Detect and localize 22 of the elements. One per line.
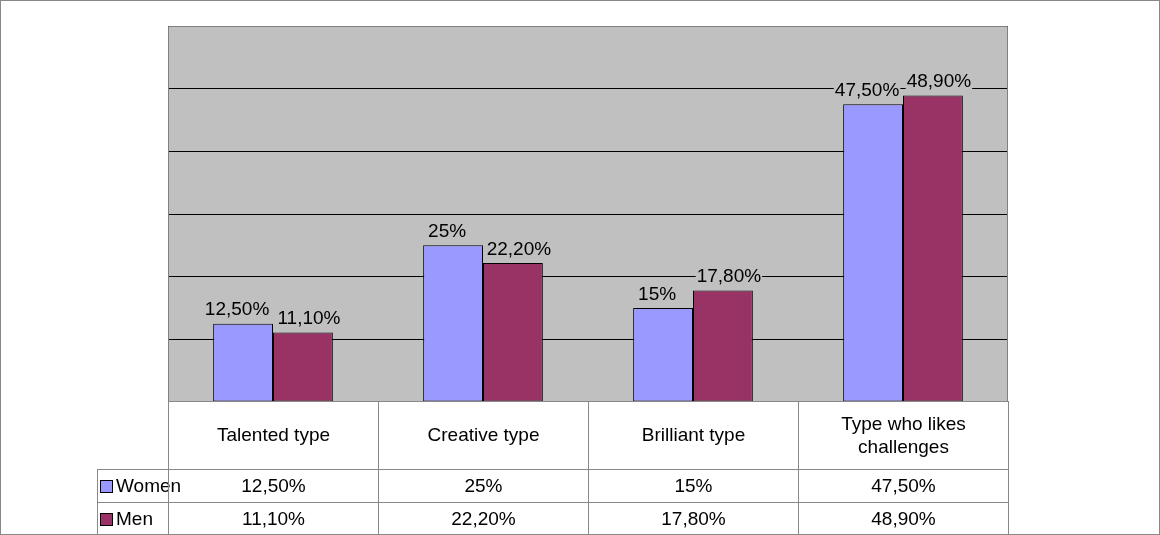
text: 47,50% [834, 79, 900, 101]
data-label: 48,90% [798, 502, 1009, 535]
x-tick-label: Talented type [168, 401, 379, 470]
data-label: 22,20% [378, 502, 589, 535]
x-tick-label: Creative type [378, 401, 589, 470]
x-tick-label: Type who likes challenges [798, 401, 1009, 470]
x-tick-label: Brilliant type [588, 401, 799, 470]
data-label: 15% [588, 469, 799, 503]
text: 17,80% [696, 265, 762, 287]
data-label: 17,80% [588, 502, 799, 535]
text: 22,20% [486, 237, 552, 259]
text: 15% [638, 282, 677, 304]
text: 12,50% [204, 298, 270, 320]
data-label: 12,50% [241, 474, 306, 496]
data-label: 11,10% [168, 502, 379, 535]
legend-label: Men [116, 507, 153, 531]
text: 25% [428, 220, 467, 242]
data-label: 47,50% [798, 469, 1009, 503]
data-label: 25% [378, 469, 589, 503]
text: 48,90% [906, 70, 972, 92]
text: 11,10% [277, 307, 341, 329]
legend-label: Women [116, 474, 182, 498]
